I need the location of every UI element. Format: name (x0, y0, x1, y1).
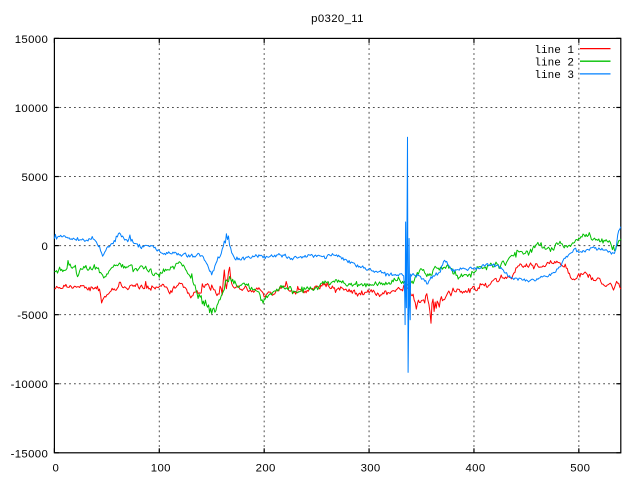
svg-text:-5000: -5000 (17, 310, 48, 322)
svg-text:0: 0 (53, 462, 60, 474)
svg-text:400: 400 (465, 462, 485, 474)
svg-text:-15000: -15000 (11, 448, 49, 460)
svg-text:300: 300 (361, 462, 381, 474)
svg-text:-10000: -10000 (11, 379, 49, 391)
svg-text:p0320_11: p0320_11 (311, 13, 364, 25)
svg-text:10000: 10000 (15, 103, 48, 115)
svg-text:15000: 15000 (15, 34, 48, 46)
svg-text:100: 100 (151, 462, 171, 474)
svg-text:500: 500 (570, 462, 590, 474)
svg-text:200: 200 (256, 462, 276, 474)
svg-text:line 1: line 1 (534, 45, 574, 57)
svg-text:0: 0 (42, 241, 49, 253)
svg-text:line 2: line 2 (534, 57, 574, 69)
svg-text:5000: 5000 (21, 172, 48, 184)
svg-text:line 3: line 3 (534, 70, 574, 82)
